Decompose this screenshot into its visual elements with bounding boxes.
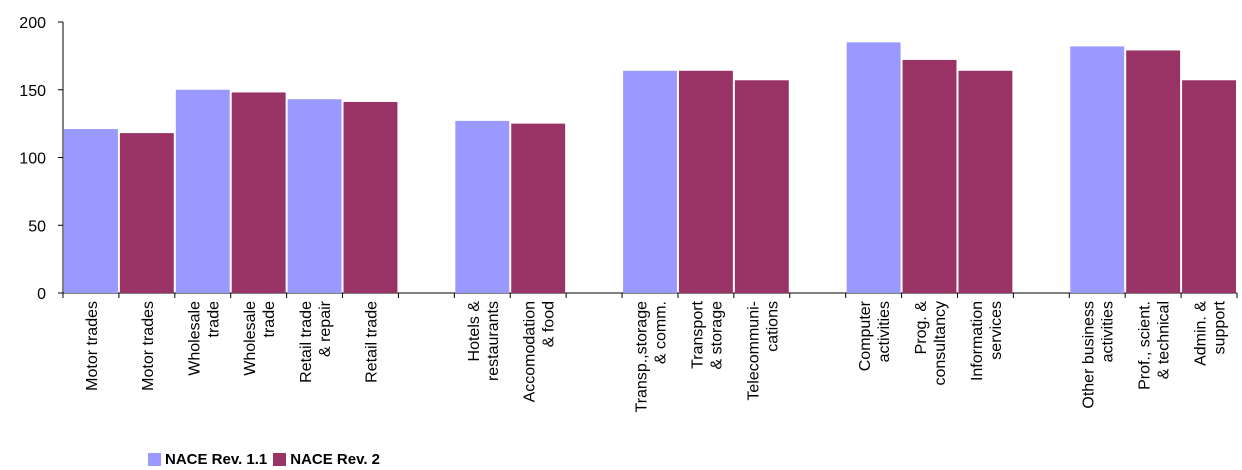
legend-swatch-nace-rev-2 [273,453,287,466]
x-tick-label: cations [764,301,781,352]
bar [734,80,789,293]
x-tick-label: Telecommuni- [745,301,762,401]
bar [623,70,677,293]
legend-item-nace-rev-1-1: NACE Rev. 1.1 [148,451,267,468]
bar [119,133,174,293]
y-tick-label: 200 [19,15,46,32]
x-tick-label: & technical [1156,301,1173,379]
x-tick-label: Wholesale [242,301,259,376]
bar [902,59,957,293]
legend-label-nace-rev-1-1: NACE Rev. 1.1 [165,451,268,468]
bar [511,123,566,293]
x-tick-label: support [1212,300,1229,354]
bar [455,120,510,293]
bar [1182,80,1236,293]
legend: NACE Rev. 1.1 NACE Rev. 2 [148,451,386,468]
x-tick-label: Motor trades [140,301,157,391]
x-tick-label: & comm. [653,301,670,364]
x-tick-label: Wholesale [186,301,203,376]
x-tick-label: & repair [317,300,334,357]
x-tick-label: Motor trades [84,301,101,391]
bar [1126,50,1181,293]
x-tick-label: trade [205,301,222,338]
bar [175,89,230,293]
x-tick-label: Computer [857,300,874,371]
y-tick-label: 150 [19,83,46,100]
y-tick-label: 0 [37,286,46,303]
x-tick-label: Prog. & [913,301,930,355]
x-tick-label: activities [876,301,893,362]
x-tick-label: Information [969,301,986,381]
x-tick-label: Transp.,storage [634,301,651,413]
bar [1070,46,1125,293]
x-tick-label: Retail trade [363,301,380,383]
legend-item-nace-rev-2: NACE Rev. 2 [273,451,380,468]
bar [287,99,342,293]
y-tick-label: 100 [19,151,46,168]
x-tick-label: Prof., scient. [1137,301,1154,390]
legend-swatch-nace-rev-1-1 [148,453,161,466]
x-tick-label: & food [541,301,558,347]
bar [678,70,733,293]
bar [846,42,901,294]
x-tick-label: activities [1100,301,1117,362]
bar-chart: 0 50 100 150 200 Motor trades Motor trades Whol… [19,15,1238,413]
x-tick-label: services [988,301,1005,360]
x-tick-label: consultancy [932,301,949,386]
x-tick-label: Transport [689,300,706,368]
bar [231,92,286,294]
y-tick-label: 50 [28,218,46,235]
x-tick-label: & storage [708,301,725,370]
x-tick-label: restaurants [485,301,502,381]
x-tick-label: Admin. & [1193,301,1210,366]
x-tick-label: Retail trade [298,301,315,383]
x-tick-label: Accomodation [522,301,539,402]
x-tick-label: Hotels & [466,301,483,362]
bar [64,129,118,293]
bar [958,70,1013,293]
bar [343,101,398,293]
legend-label-nace-rev-2: NACE Rev. 2 [290,451,381,468]
x-tick-label: trade [261,301,278,338]
x-tick-label: Other business [1081,301,1098,409]
